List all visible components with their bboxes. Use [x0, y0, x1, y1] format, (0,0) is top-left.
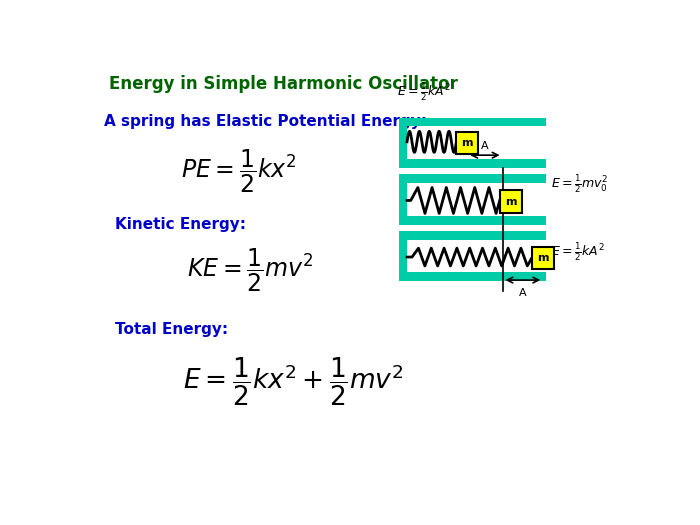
- Bar: [400, 231, 546, 239]
- Bar: [400, 159, 546, 168]
- Bar: [400, 118, 546, 127]
- Bar: [400, 216, 546, 225]
- Text: m: m: [538, 253, 549, 263]
- Bar: [532, 247, 554, 269]
- Text: A: A: [481, 141, 489, 151]
- Text: $E = \frac{1}{2}kA^2$: $E = \frac{1}{2}kA^2$: [552, 241, 605, 263]
- Text: Energy in Simple Harmonic Oscillator: Energy in Simple Harmonic Oscillator: [109, 75, 458, 93]
- Bar: [500, 191, 522, 213]
- Bar: [400, 272, 546, 281]
- Bar: [400, 174, 546, 183]
- Text: $E = \frac{1}{2}kA^2$: $E = \frac{1}{2}kA^2$: [397, 81, 451, 103]
- Bar: [400, 174, 407, 225]
- Text: A: A: [519, 288, 526, 298]
- Text: m: m: [461, 138, 473, 148]
- Text: m: m: [505, 196, 517, 206]
- Text: $E = \dfrac{1}{2}kx^2 + \dfrac{1}{2}mv^2$: $E = \dfrac{1}{2}kx^2 + \dfrac{1}{2}mv^2…: [183, 356, 404, 408]
- Text: $PE = \dfrac{1}{2}kx^2$: $PE = \dfrac{1}{2}kx^2$: [181, 148, 298, 195]
- Bar: [400, 231, 407, 281]
- Text: $E = \frac{1}{2}mv_0^2$: $E = \frac{1}{2}mv_0^2$: [552, 173, 608, 195]
- Text: Total Energy:: Total Energy:: [115, 322, 228, 337]
- Bar: [456, 132, 478, 154]
- Text: $KE = \dfrac{1}{2}mv^2$: $KE = \dfrac{1}{2}mv^2$: [187, 247, 314, 295]
- Text: Kinetic Energy:: Kinetic Energy:: [115, 217, 246, 232]
- Text: A spring has Elastic Potential Energy:: A spring has Elastic Potential Energy:: [104, 113, 427, 129]
- Bar: [400, 118, 407, 168]
